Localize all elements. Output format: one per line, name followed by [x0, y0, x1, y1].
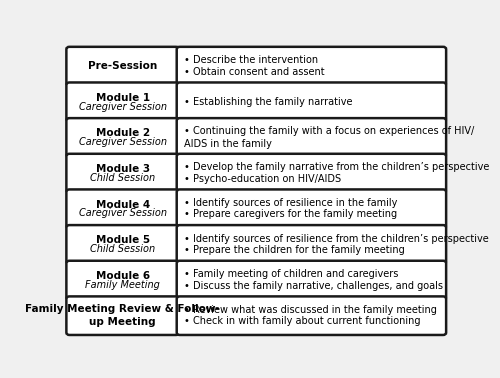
- Text: • Identify sources of resilience in the family: • Identify sources of resilience in the …: [184, 198, 398, 208]
- Text: • Continuing the family with a focus on experiences of HIV/
AIDS in the family: • Continuing the family with a focus on …: [184, 126, 474, 149]
- Text: • Family meeting of children and caregivers: • Family meeting of children and caregiv…: [184, 270, 399, 279]
- Text: • Obtain consent and assent: • Obtain consent and assent: [184, 67, 325, 77]
- Text: Module 4: Module 4: [96, 200, 150, 210]
- Text: Module 3: Module 3: [96, 164, 150, 174]
- Text: Caregiver Session: Caregiver Session: [78, 137, 166, 147]
- Text: Caregiver Session: Caregiver Session: [78, 102, 166, 112]
- FancyBboxPatch shape: [66, 118, 179, 157]
- FancyBboxPatch shape: [66, 261, 179, 299]
- Text: Family Meeting: Family Meeting: [86, 280, 160, 290]
- Text: • Prepare the children for the family meeting: • Prepare the children for the family me…: [184, 245, 405, 255]
- FancyBboxPatch shape: [176, 189, 446, 228]
- FancyBboxPatch shape: [66, 154, 179, 192]
- FancyBboxPatch shape: [176, 296, 446, 335]
- FancyBboxPatch shape: [176, 47, 446, 85]
- Text: • Discuss the family narrative, challenges, and goals: • Discuss the family narrative, challeng…: [184, 281, 444, 291]
- FancyBboxPatch shape: [66, 82, 179, 121]
- FancyBboxPatch shape: [176, 154, 446, 192]
- Text: • Prepare caregivers for the family meeting: • Prepare caregivers for the family meet…: [184, 209, 398, 219]
- Text: • Review what was discussed in the family meeting: • Review what was discussed in the famil…: [184, 305, 438, 315]
- FancyBboxPatch shape: [176, 118, 446, 157]
- FancyBboxPatch shape: [66, 296, 179, 335]
- FancyBboxPatch shape: [66, 47, 179, 85]
- Text: • Check in with family about current functioning: • Check in with family about current fun…: [184, 316, 421, 326]
- FancyBboxPatch shape: [66, 225, 179, 264]
- FancyBboxPatch shape: [176, 82, 446, 121]
- FancyBboxPatch shape: [176, 261, 446, 299]
- Text: • Describe the intervention: • Describe the intervention: [184, 56, 318, 65]
- Text: Module 2: Module 2: [96, 129, 150, 138]
- FancyBboxPatch shape: [176, 225, 446, 264]
- Text: • Identify sources of resilience from the children’s perspective: • Identify sources of resilience from th…: [184, 234, 489, 244]
- Text: • Psycho-education on HIV/AIDS: • Psycho-education on HIV/AIDS: [184, 174, 342, 184]
- Text: Module 6: Module 6: [96, 271, 150, 281]
- Text: Family Meeting Review & Follow-
up Meeting: Family Meeting Review & Follow- up Meeti…: [26, 305, 220, 327]
- Text: Module 1: Module 1: [96, 93, 150, 103]
- Text: Pre-Session: Pre-Session: [88, 61, 158, 71]
- Text: • Develop the family narrative from the children’s perspective: • Develop the family narrative from the …: [184, 163, 490, 172]
- Text: • Establishing the family narrative: • Establishing the family narrative: [184, 97, 353, 107]
- FancyBboxPatch shape: [66, 189, 179, 228]
- Text: Child Session: Child Session: [90, 173, 156, 183]
- Text: Caregiver Session: Caregiver Session: [78, 208, 166, 218]
- Text: Child Session: Child Session: [90, 244, 156, 254]
- Text: Module 5: Module 5: [96, 235, 150, 245]
